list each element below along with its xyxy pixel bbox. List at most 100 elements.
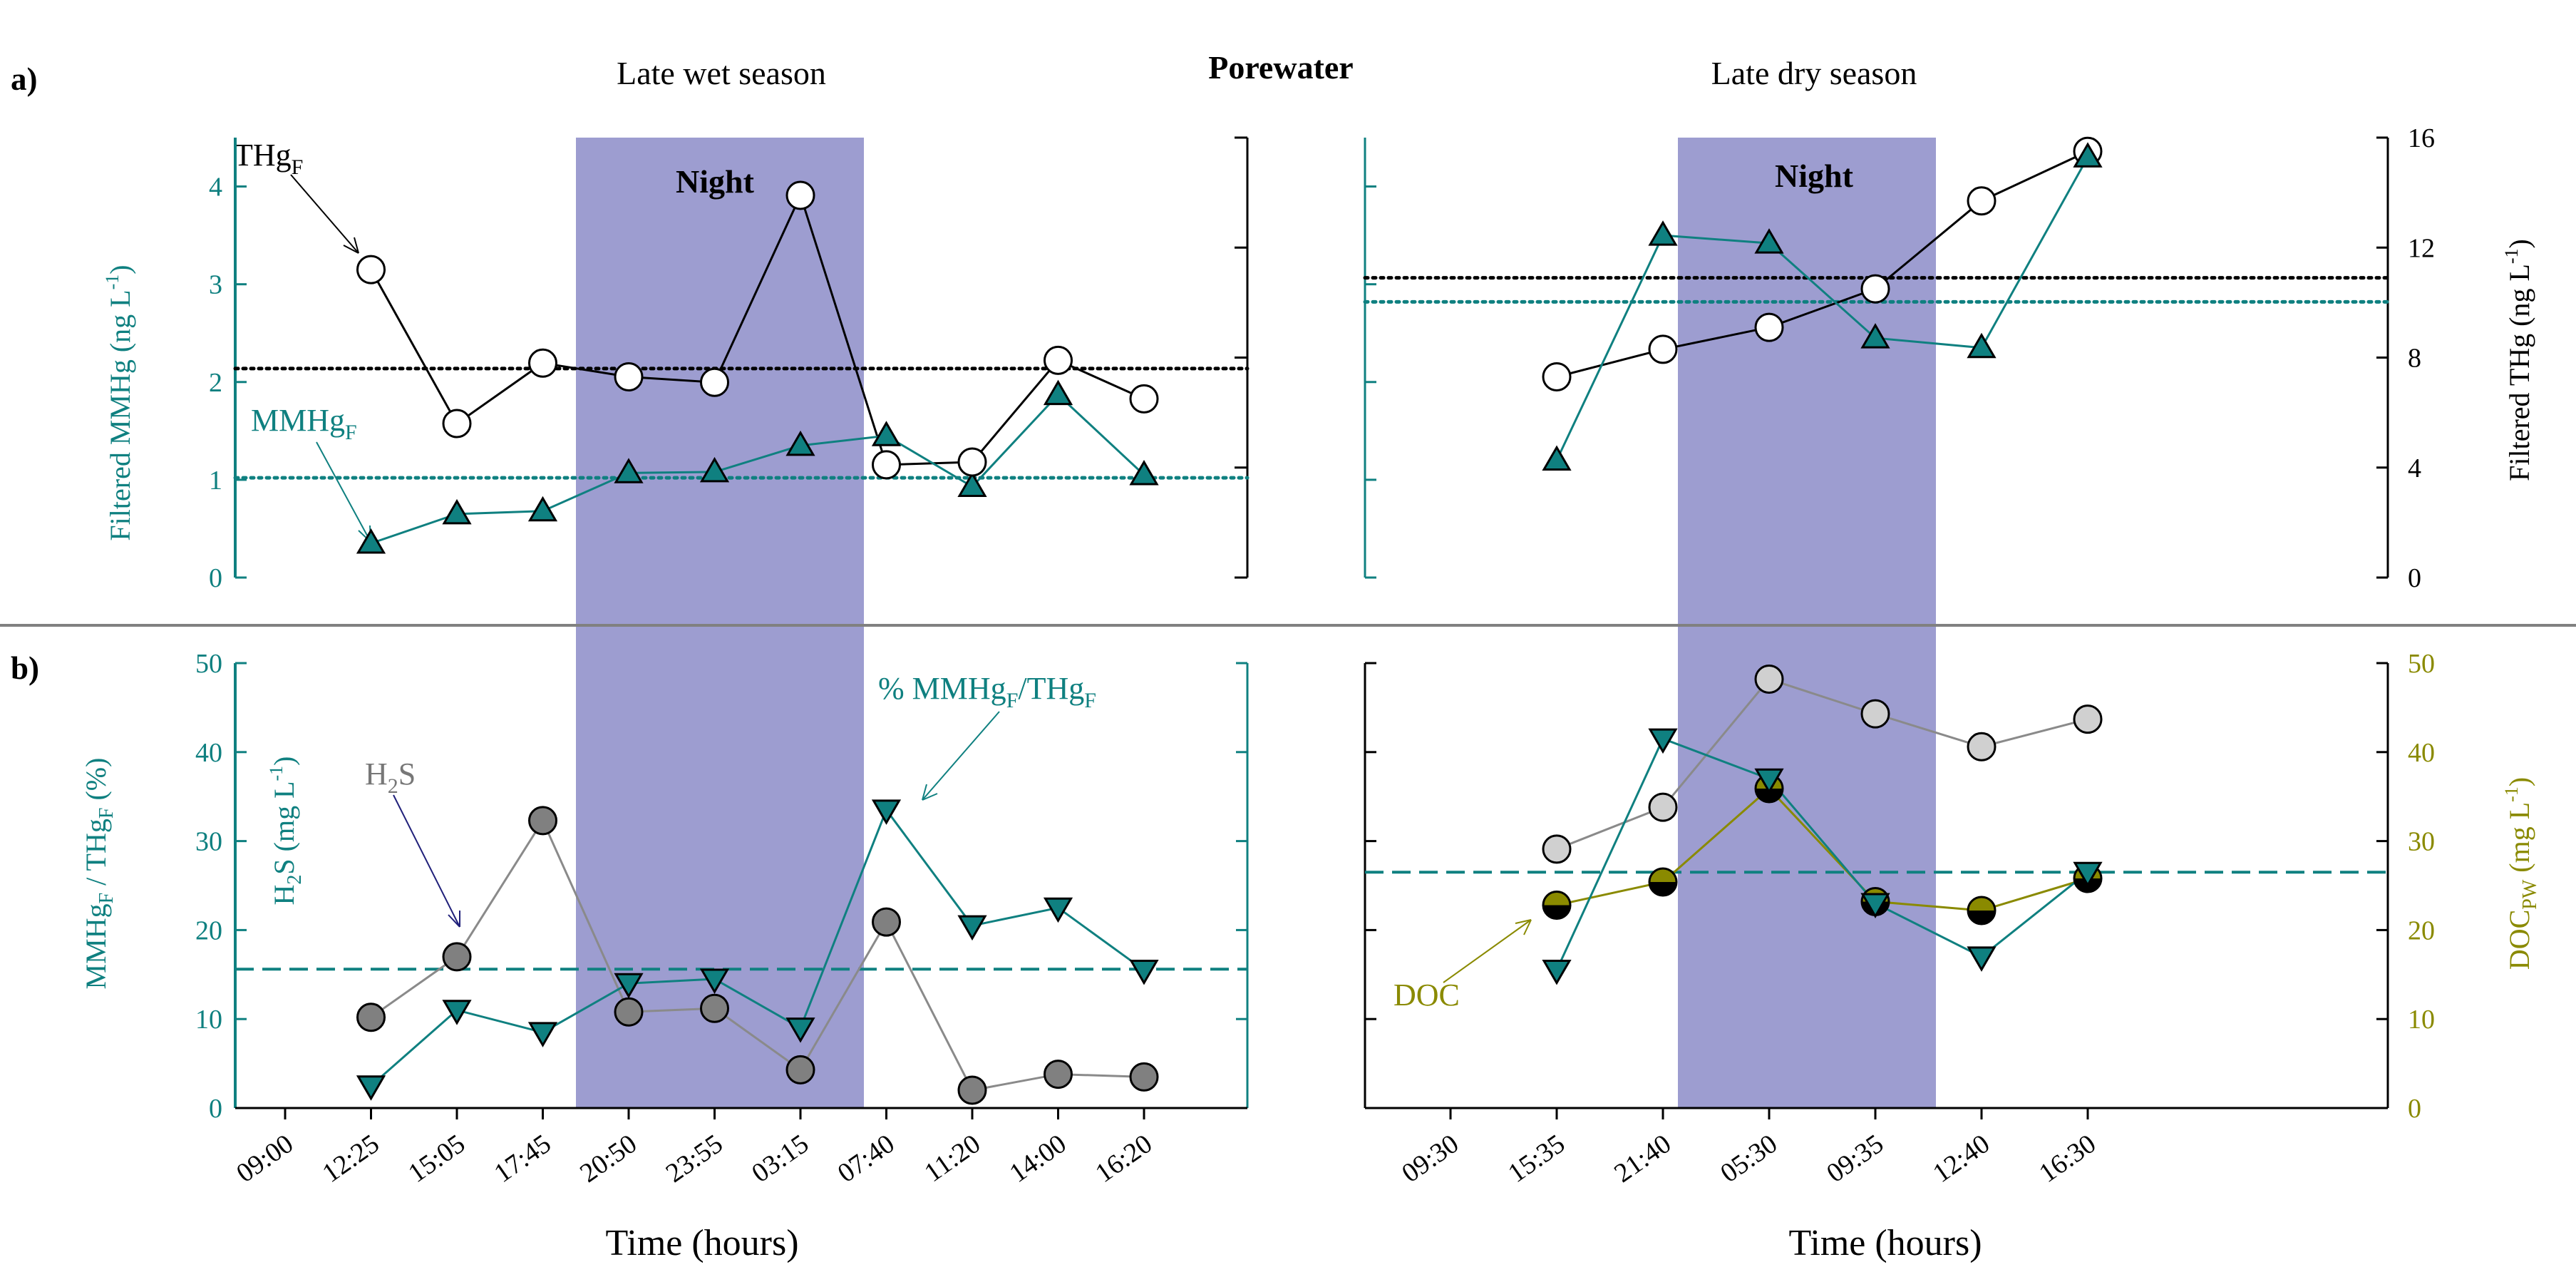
axis-b-left-tick-label: 50: [195, 649, 222, 679]
point-thg-wet: [1129, 384, 1159, 414]
point-h2s-dry: [1648, 792, 1678, 822]
axis-title-a-right: Filtered THg (ng L-1): [2501, 239, 2535, 481]
point-thg-dry: [1754, 312, 1784, 342]
point-pct-dry: [1754, 768, 1784, 794]
point-mmhg-wet: [699, 456, 730, 483]
point-h2s-wet: [528, 806, 557, 836]
point-h2s-wet: [700, 993, 729, 1023]
xlabel-right: Time (hours): [1788, 1223, 1982, 1263]
point-mmhg-dry: [1648, 220, 1678, 246]
xlabel-left: Time (hours): [605, 1223, 798, 1263]
x-tick-label-left: 20:50: [575, 1129, 642, 1189]
point-mmhg-dry: [1542, 445, 1572, 471]
point-mmhg-wet: [785, 430, 815, 456]
arrow-h2s-head: [448, 911, 460, 928]
point-h2s-dry: [1542, 834, 1572, 864]
arrow-mmhg: [316, 441, 371, 543]
doc-marker-top: [1968, 896, 1995, 911]
point-thg-wet: [442, 409, 472, 439]
axis-b-right-tick-label: 50: [2408, 649, 2435, 679]
point-mmhg-wet: [871, 421, 902, 446]
night-band-left: [576, 138, 864, 1108]
x-tick-label-right: 05:30: [1715, 1129, 1783, 1189]
point-h2s-dry: [1860, 699, 1890, 729]
point-thg-dry: [1860, 274, 1890, 304]
point-thg-wet: [957, 447, 987, 477]
arrow-pct-head: [922, 784, 938, 801]
point-pct-wet: [1043, 897, 1073, 923]
axis-title-a-left: Filtered MMHg (ng L-1): [102, 265, 136, 540]
doc-marker-bottom: [1543, 905, 1570, 919]
point-h2s-wet: [785, 1055, 815, 1085]
point-pct-wet: [614, 973, 644, 999]
point-mmhg-wet: [356, 528, 386, 554]
point-mmhg-wet: [1043, 379, 1073, 406]
night-label-left: Night: [676, 163, 755, 200]
axis-a-right-tick-label: 8: [2408, 344, 2421, 374]
line-mmhg-dry: [1555, 156, 2089, 461]
line-h2s-wet: [370, 818, 1145, 1092]
x-tick-label-right: 15:35: [1503, 1129, 1570, 1189]
axis-b-right-tick-label: 40: [2408, 738, 2435, 768]
line-h2s-dry: [1556, 677, 2088, 851]
arrow-h2s: [393, 794, 460, 928]
doc-marker-top: [1543, 891, 1570, 906]
point-doc-dry: [1967, 896, 1997, 925]
axis-a-left-tick-label: 0: [209, 563, 222, 593]
point-pct-wet: [785, 1017, 815, 1043]
doc-marker-bottom: [1968, 910, 1995, 924]
night-label-right: Night: [1775, 158, 1854, 194]
x-tick-label-left: 09:00: [231, 1129, 299, 1189]
axis-title-b-right: DOCPW (mg L-1): [2501, 777, 2541, 970]
x-tick-label-left: 12:25: [317, 1129, 385, 1189]
point-pct-wet: [699, 968, 730, 995]
line-pct-dry: [1555, 737, 2088, 971]
axis-b-left-tick-label: 30: [195, 827, 222, 857]
annotation-arrows: [290, 174, 1532, 983]
point-h2s-wet: [442, 942, 472, 972]
point-thg-wet: [614, 362, 644, 391]
axis-a-left-tick-label: 1: [209, 466, 222, 496]
x-tick-label-left: 03:15: [746, 1129, 814, 1189]
point-pct-dry: [1860, 893, 1890, 918]
doc-marker-ring: [1542, 890, 1572, 920]
arrow-pct: [922, 711, 1000, 801]
point-doc-dry: [1542, 890, 1572, 920]
axis-a-left-tick-label: 3: [209, 270, 222, 300]
arrow-doc: [1443, 919, 1532, 983]
heading-late-dry: Late dry season: [1711, 55, 1917, 91]
axis-b-right-tick-label: 30: [2408, 827, 2435, 857]
point-pct-dry: [1542, 960, 1572, 985]
axis-b-right-tick-label: 10: [2408, 1005, 2435, 1035]
doc-marker-bottom: [1649, 882, 1676, 896]
point-h2s-dry: [2073, 704, 2103, 734]
axis-b-left-tick-label: 20: [195, 916, 222, 945]
axis-a-right-tick-label: 12: [2408, 233, 2435, 263]
point-h2s-wet: [614, 997, 644, 1027]
point-mmhg-dry: [1754, 228, 1784, 254]
doc-marker-ring: [1648, 867, 1678, 897]
annotation-doc: DOC: [1393, 978, 1460, 1012]
arrow-thg: [290, 174, 359, 254]
axis-a-right-tick-label: 0: [2408, 563, 2421, 593]
point-h2s-wet: [1129, 1062, 1159, 1092]
axis-b-left-tick-label: 0: [209, 1094, 222, 1124]
point-mmhg-dry: [1967, 332, 1997, 359]
point-h2s-wet: [957, 1075, 987, 1105]
line-doc-dry: [1556, 786, 2088, 912]
x-tick-label-right: 21:40: [1609, 1129, 1676, 1189]
axis-a-left-tick-label: 2: [209, 368, 222, 398]
axis-title-b-left-outer: MMHgF / THgF (%): [80, 758, 118, 990]
point-h2s-dry: [1754, 664, 1784, 694]
point-thg-wet: [528, 348, 557, 378]
annotation-pct: % MMHgF/THgF: [878, 671, 1096, 712]
panel-a-label: a): [11, 61, 38, 97]
x-tick-label-left: 11:20: [919, 1129, 986, 1188]
point-thg-dry: [1967, 186, 1997, 216]
annotation-mmhg: MMHgF: [251, 403, 357, 444]
x-tick-label-right: 09:30: [1396, 1129, 1464, 1189]
line-pct-wet: [370, 807, 1145, 1087]
point-mmhg-dry: [1860, 323, 1890, 349]
line-mmhg-wet: [371, 393, 1145, 545]
night-band-right: [1678, 138, 1936, 1108]
